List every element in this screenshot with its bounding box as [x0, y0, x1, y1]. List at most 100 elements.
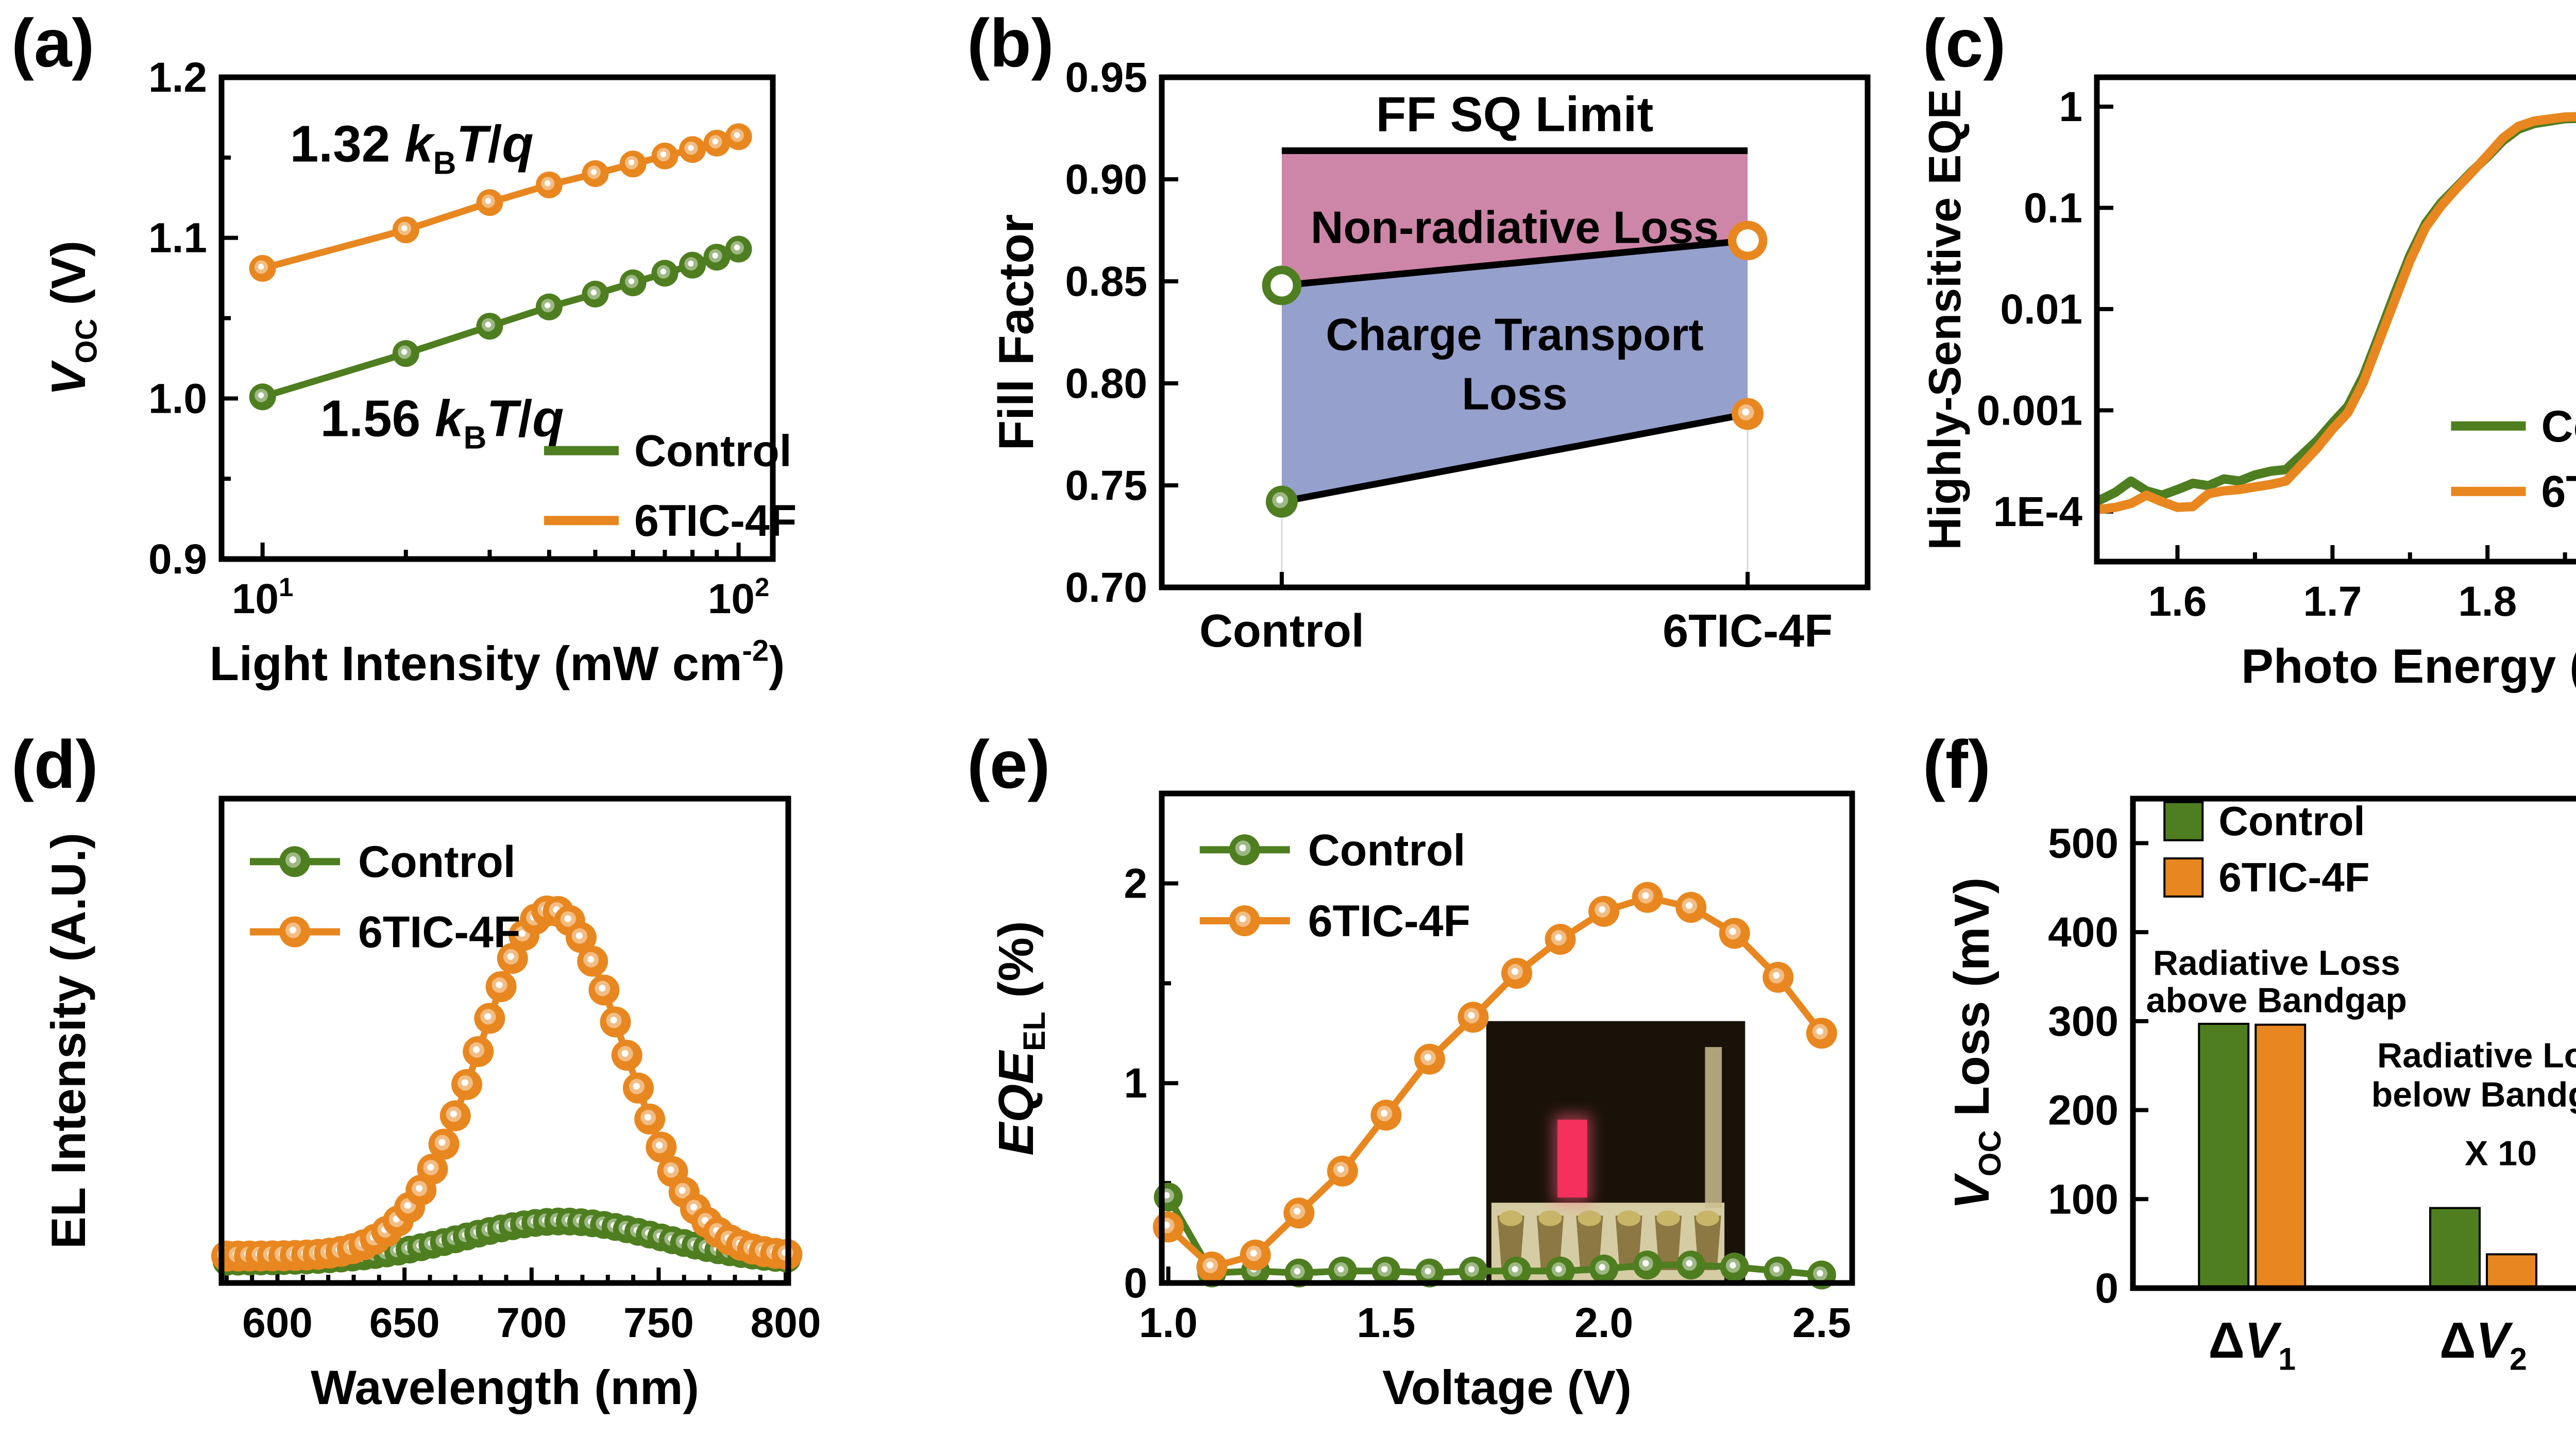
- svg-text:1.6: 1.6: [2148, 578, 2207, 625]
- panel-letter-d: (d): [11, 727, 98, 802]
- panel-letter-c: (c): [1923, 5, 2006, 81]
- svg-text:102: 102: [708, 572, 770, 622]
- el-spectrum-chart: 600 650 700 750 800 Wavelength (nm) EL Intensi…: [41, 796, 821, 1414]
- charge-transport-loss-region: [1281, 240, 1748, 502]
- svg-text:0.001: 0.001: [1977, 387, 2082, 434]
- svg-text:1.7: 1.7: [2303, 578, 2362, 625]
- svg-text:EL Intensity (A.U.): EL Intensity (A.U.): [41, 833, 95, 1249]
- svg-text:above Bandgap: above Bandgap: [2146, 981, 2407, 1020]
- svg-text:500: 500: [2048, 820, 2119, 867]
- svg-text:ΔV1: ΔV1: [2208, 1312, 2296, 1377]
- svg-text:1.0: 1.0: [148, 375, 207, 422]
- voc-light-intensity-chart: 101 102 0.9 1.0 1.1 1.2 Light Intensity (mW cm…: [41, 54, 796, 690]
- svg-text:1.56 kBT/q: 1.56 kBT/q: [320, 390, 564, 456]
- legend: Control 6TIC-4F: [2163, 798, 2370, 900]
- svg-text:6TIC-4F: 6TIC-4F: [1663, 605, 1833, 657]
- svg-text:Control: Control: [1199, 605, 1364, 657]
- svg-text:ΔV2: ΔV2: [2439, 1312, 2527, 1377]
- svg-text:1: 1: [1124, 1060, 1147, 1107]
- svg-text:Non-radiative Loss: Non-radiative Loss: [1311, 201, 1719, 252]
- svg-text:0.85: 0.85: [1065, 258, 1147, 305]
- bar-Control-0: [2198, 1023, 2250, 1289]
- svg-text:Wavelength (nm): Wavelength (nm): [311, 1360, 699, 1414]
- svg-text:300: 300: [2048, 998, 2119, 1045]
- svg-text:0.75: 0.75: [1065, 462, 1147, 509]
- svg-text:1.5: 1.5: [1357, 1299, 1415, 1346]
- svg-text:Loss: Loss: [1462, 368, 1567, 419]
- svg-text:Light Intensity (mW cm-2): Light Intensity (mW cm-2): [210, 634, 785, 690]
- svg-text:0.70: 0.70: [1065, 564, 1147, 611]
- svg-text:Radiative Loss: Radiative Loss: [2377, 1036, 2576, 1075]
- svg-text:0.95: 0.95: [1065, 54, 1147, 101]
- svg-text:0.01: 0.01: [2000, 286, 2082, 333]
- svg-text:Voltage (V): Voltage (V): [1382, 1360, 1632, 1414]
- svg-text:800: 800: [751, 1299, 821, 1346]
- panel-letter-e: (e): [967, 727, 1050, 802]
- axes-box: [218, 796, 791, 1286]
- svg-text:Highly-Sensitive EQE: Highly-Sensitive EQE: [1919, 89, 1970, 550]
- svg-text:700: 700: [496, 1299, 567, 1346]
- svg-text:0.80: 0.80: [1065, 360, 1147, 407]
- svg-text:1: 1: [2059, 83, 2082, 130]
- non-radiative-loss-region: [1281, 150, 1748, 285]
- axes-box: [1159, 790, 1855, 1286]
- svg-text:below Bandgap: below Bandgap: [2371, 1075, 2576, 1114]
- panel-eqe-el: (e) 1.0 1.5 2.0 2.5 0 1 2 Voltage (V) EQEEL (%) C…: [956, 721, 1911, 1436]
- svg-text:Control: Control: [2541, 402, 2576, 451]
- series-6TIC-4F: [249, 123, 752, 282]
- svg-text:X 10: X 10: [2465, 1134, 2537, 1173]
- bar-6TIC-4F-0: [2255, 1023, 2307, 1290]
- el-device-photo-inset: [1486, 1021, 1745, 1281]
- svg-text:0.9: 0.9: [148, 536, 207, 583]
- svg-text:1.1: 1.1: [148, 215, 207, 262]
- svg-text:Photo Energy (eV): Photo Energy (eV): [2241, 639, 2576, 693]
- svg-text:0: 0: [2095, 1265, 2119, 1312]
- svg-text:Control: Control: [2218, 798, 2365, 844]
- svg-text:EQEEL (%): EQEEL (%): [989, 921, 1052, 1155]
- svg-text:Charge Transport: Charge Transport: [1326, 309, 1703, 360]
- svg-text:6TIC-4F: 6TIC-4F: [358, 908, 520, 957]
- series-Control: [2095, 113, 2576, 505]
- series-6TIC-4F: [1153, 882, 1837, 1282]
- svg-text:6TIC-4F: 6TIC-4F: [1308, 897, 1470, 946]
- svg-text:0.90: 0.90: [1065, 156, 1147, 203]
- svg-text:VOC (V): VOC (V): [41, 241, 104, 396]
- svg-text:6TIC-4F: 6TIC-4F: [634, 496, 796, 546]
- svg-text:VOC Loss (mV): VOC Loss (mV): [1944, 877, 2007, 1210]
- series-Control: [249, 235, 752, 411]
- legend: Control 6TIC-4F: [250, 837, 520, 957]
- svg-text:600: 600: [242, 1299, 313, 1346]
- panel-sensitive-eqe: (c) 1.61.71.81.92.010.10.010.0011E-4Phot…: [1911, 0, 2576, 721]
- svg-text:Control: Control: [358, 837, 516, 887]
- bar-Control-1: [2429, 1207, 2481, 1290]
- svg-text:0: 0: [1124, 1260, 1147, 1307]
- svg-text:2.0: 2.0: [1574, 1299, 1633, 1346]
- legend: Control 6TIC-4F: [2451, 402, 2576, 517]
- svg-text:650: 650: [369, 1299, 440, 1346]
- svg-text:Radiative Loss: Radiative Loss: [2153, 943, 2400, 983]
- svg-text:Control: Control: [634, 427, 792, 476]
- svg-text:100: 100: [2048, 1176, 2119, 1223]
- svg-text:1E-4: 1E-4: [1993, 488, 2083, 535]
- eqe-el-voltage-chart: 1.0 1.5 2.0 2.5 0 1 2 Voltage (V) EQEEL (%) Contr…: [989, 790, 1855, 1414]
- svg-text:1.2: 1.2: [148, 54, 207, 101]
- svg-text:1.8: 1.8: [2458, 578, 2517, 625]
- svg-text:750: 750: [623, 1299, 694, 1346]
- svg-text:Fill Factor: Fill Factor: [989, 214, 1044, 451]
- svg-text:2.5: 2.5: [1792, 1299, 1851, 1346]
- svg-text:6TIC-4F: 6TIC-4F: [2541, 467, 2576, 517]
- panel-voc-vs-light-intensity: (a) 101 102 0.9 1.0 1.1 1.2 Light Intensity (m…: [0, 0, 956, 721]
- legend: Control 6TIC-4F: [544, 427, 796, 546]
- axes-box: [218, 74, 776, 562]
- panel-el-intensity: (d) 600 650 700 750 800 Wavelength (nm) EL Int…: [0, 721, 956, 1436]
- svg-text:0.1: 0.1: [2024, 184, 2082, 231]
- legend: Control 6TIC-4F: [1199, 825, 1470, 946]
- fill-factor-loss-chart: FF SQ Limit Non-radiative Loss Charge Tran…: [989, 54, 1871, 657]
- axes-box: [2094, 74, 2576, 565]
- series-6TIC-4F: [2095, 112, 2576, 514]
- series-6TIC-4F: [211, 896, 803, 1272]
- panel-letter-b: (b): [967, 5, 1054, 81]
